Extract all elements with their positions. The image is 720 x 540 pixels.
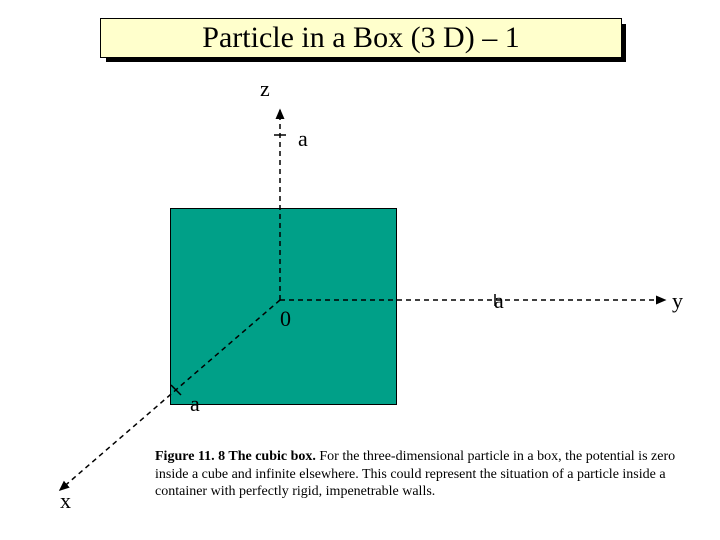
a-x-label: a (190, 393, 200, 415)
y-label: y (672, 290, 683, 312)
title-banner: Particle in a Box (3 D) – 1 (100, 18, 620, 62)
figure-caption: Figure 11. 8 The cubic box. For the thre… (155, 448, 695, 501)
z-label: z (260, 78, 270, 100)
a-right-label: a (494, 290, 504, 312)
title-text: Particle in a Box (3 D) – 1 (202, 21, 519, 54)
caption-lead: Figure 11. 8 The cubic box. (155, 449, 316, 464)
a-top-label: a (298, 128, 308, 150)
title-box: Particle in a Box (3 D) – 1 (100, 18, 622, 58)
x-label: x (60, 490, 71, 512)
origin-label: 0 (280, 308, 291, 330)
